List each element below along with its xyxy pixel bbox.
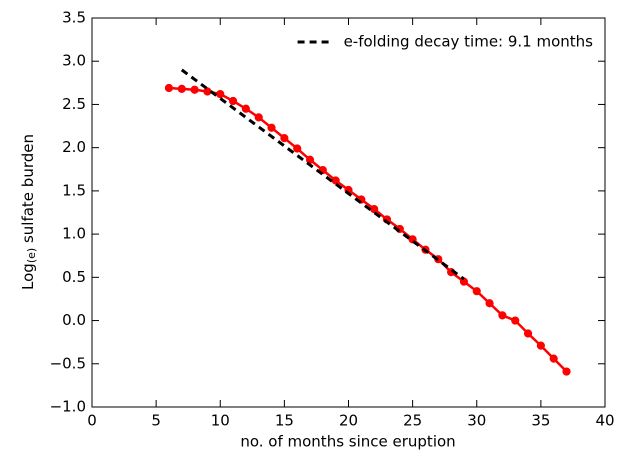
- point: [459, 277, 469, 286]
- y-tick-label: 1.0: [62, 225, 86, 243]
- x-tick-label: 40: [595, 412, 614, 430]
- y-label-rest: sulfate burden: [19, 134, 37, 248]
- x-tick-label: 10: [211, 412, 230, 430]
- y-tick-label: 0.0: [62, 311, 86, 329]
- point: [536, 341, 545, 350]
- y-tick-label: 0.5: [62, 268, 86, 286]
- x-tick-label: 5: [151, 412, 161, 430]
- point: [293, 144, 302, 153]
- x-tick-label: 0: [87, 412, 97, 430]
- y-tick-label: 2.0: [62, 138, 86, 156]
- point: [216, 89, 225, 99]
- point: [562, 367, 571, 376]
- point: [485, 299, 494, 308]
- x-tick-label: 35: [531, 412, 550, 430]
- point: [267, 123, 276, 132]
- x-tick-label: 15: [275, 412, 294, 430]
- point: [370, 204, 379, 214]
- point: [549, 354, 558, 363]
- point: [228, 96, 238, 106]
- series-line: [180, 68, 465, 281]
- legend-label: e-folding decay time: 9.1 months: [344, 33, 594, 51]
- point: [280, 134, 289, 143]
- y-tick-label: 3.0: [62, 52, 86, 70]
- point: [472, 287, 481, 296]
- x-tick-label: 30: [467, 412, 486, 430]
- point: [523, 329, 533, 338]
- y-label-subscript: (e): [25, 248, 38, 263]
- point: [190, 85, 199, 94]
- point: [177, 84, 186, 93]
- series-line: [168, 86, 568, 373]
- point: [331, 176, 340, 185]
- x-tick-label: 20: [339, 412, 358, 430]
- y-tick-label: −1.0: [50, 398, 86, 416]
- y-tick-label: 3.5: [62, 9, 86, 27]
- y-axis-label: Log(e) sulfate burden: [19, 134, 39, 290]
- x-axis-label: no. of months since eruption: [240, 433, 455, 451]
- point: [241, 104, 250, 113]
- y-tick-label: −0.5: [50, 354, 86, 372]
- y-tick-label: 2.5: [62, 95, 86, 113]
- y-label-main: Log: [19, 263, 37, 290]
- plot-frame: [91, 17, 606, 408]
- x-tick-label: 25: [403, 412, 422, 430]
- point: [511, 316, 520, 325]
- point: [498, 311, 507, 320]
- point: [164, 83, 174, 93]
- y-tick-label: 1.5: [62, 181, 86, 199]
- point: [254, 113, 263, 122]
- point: [203, 87, 212, 96]
